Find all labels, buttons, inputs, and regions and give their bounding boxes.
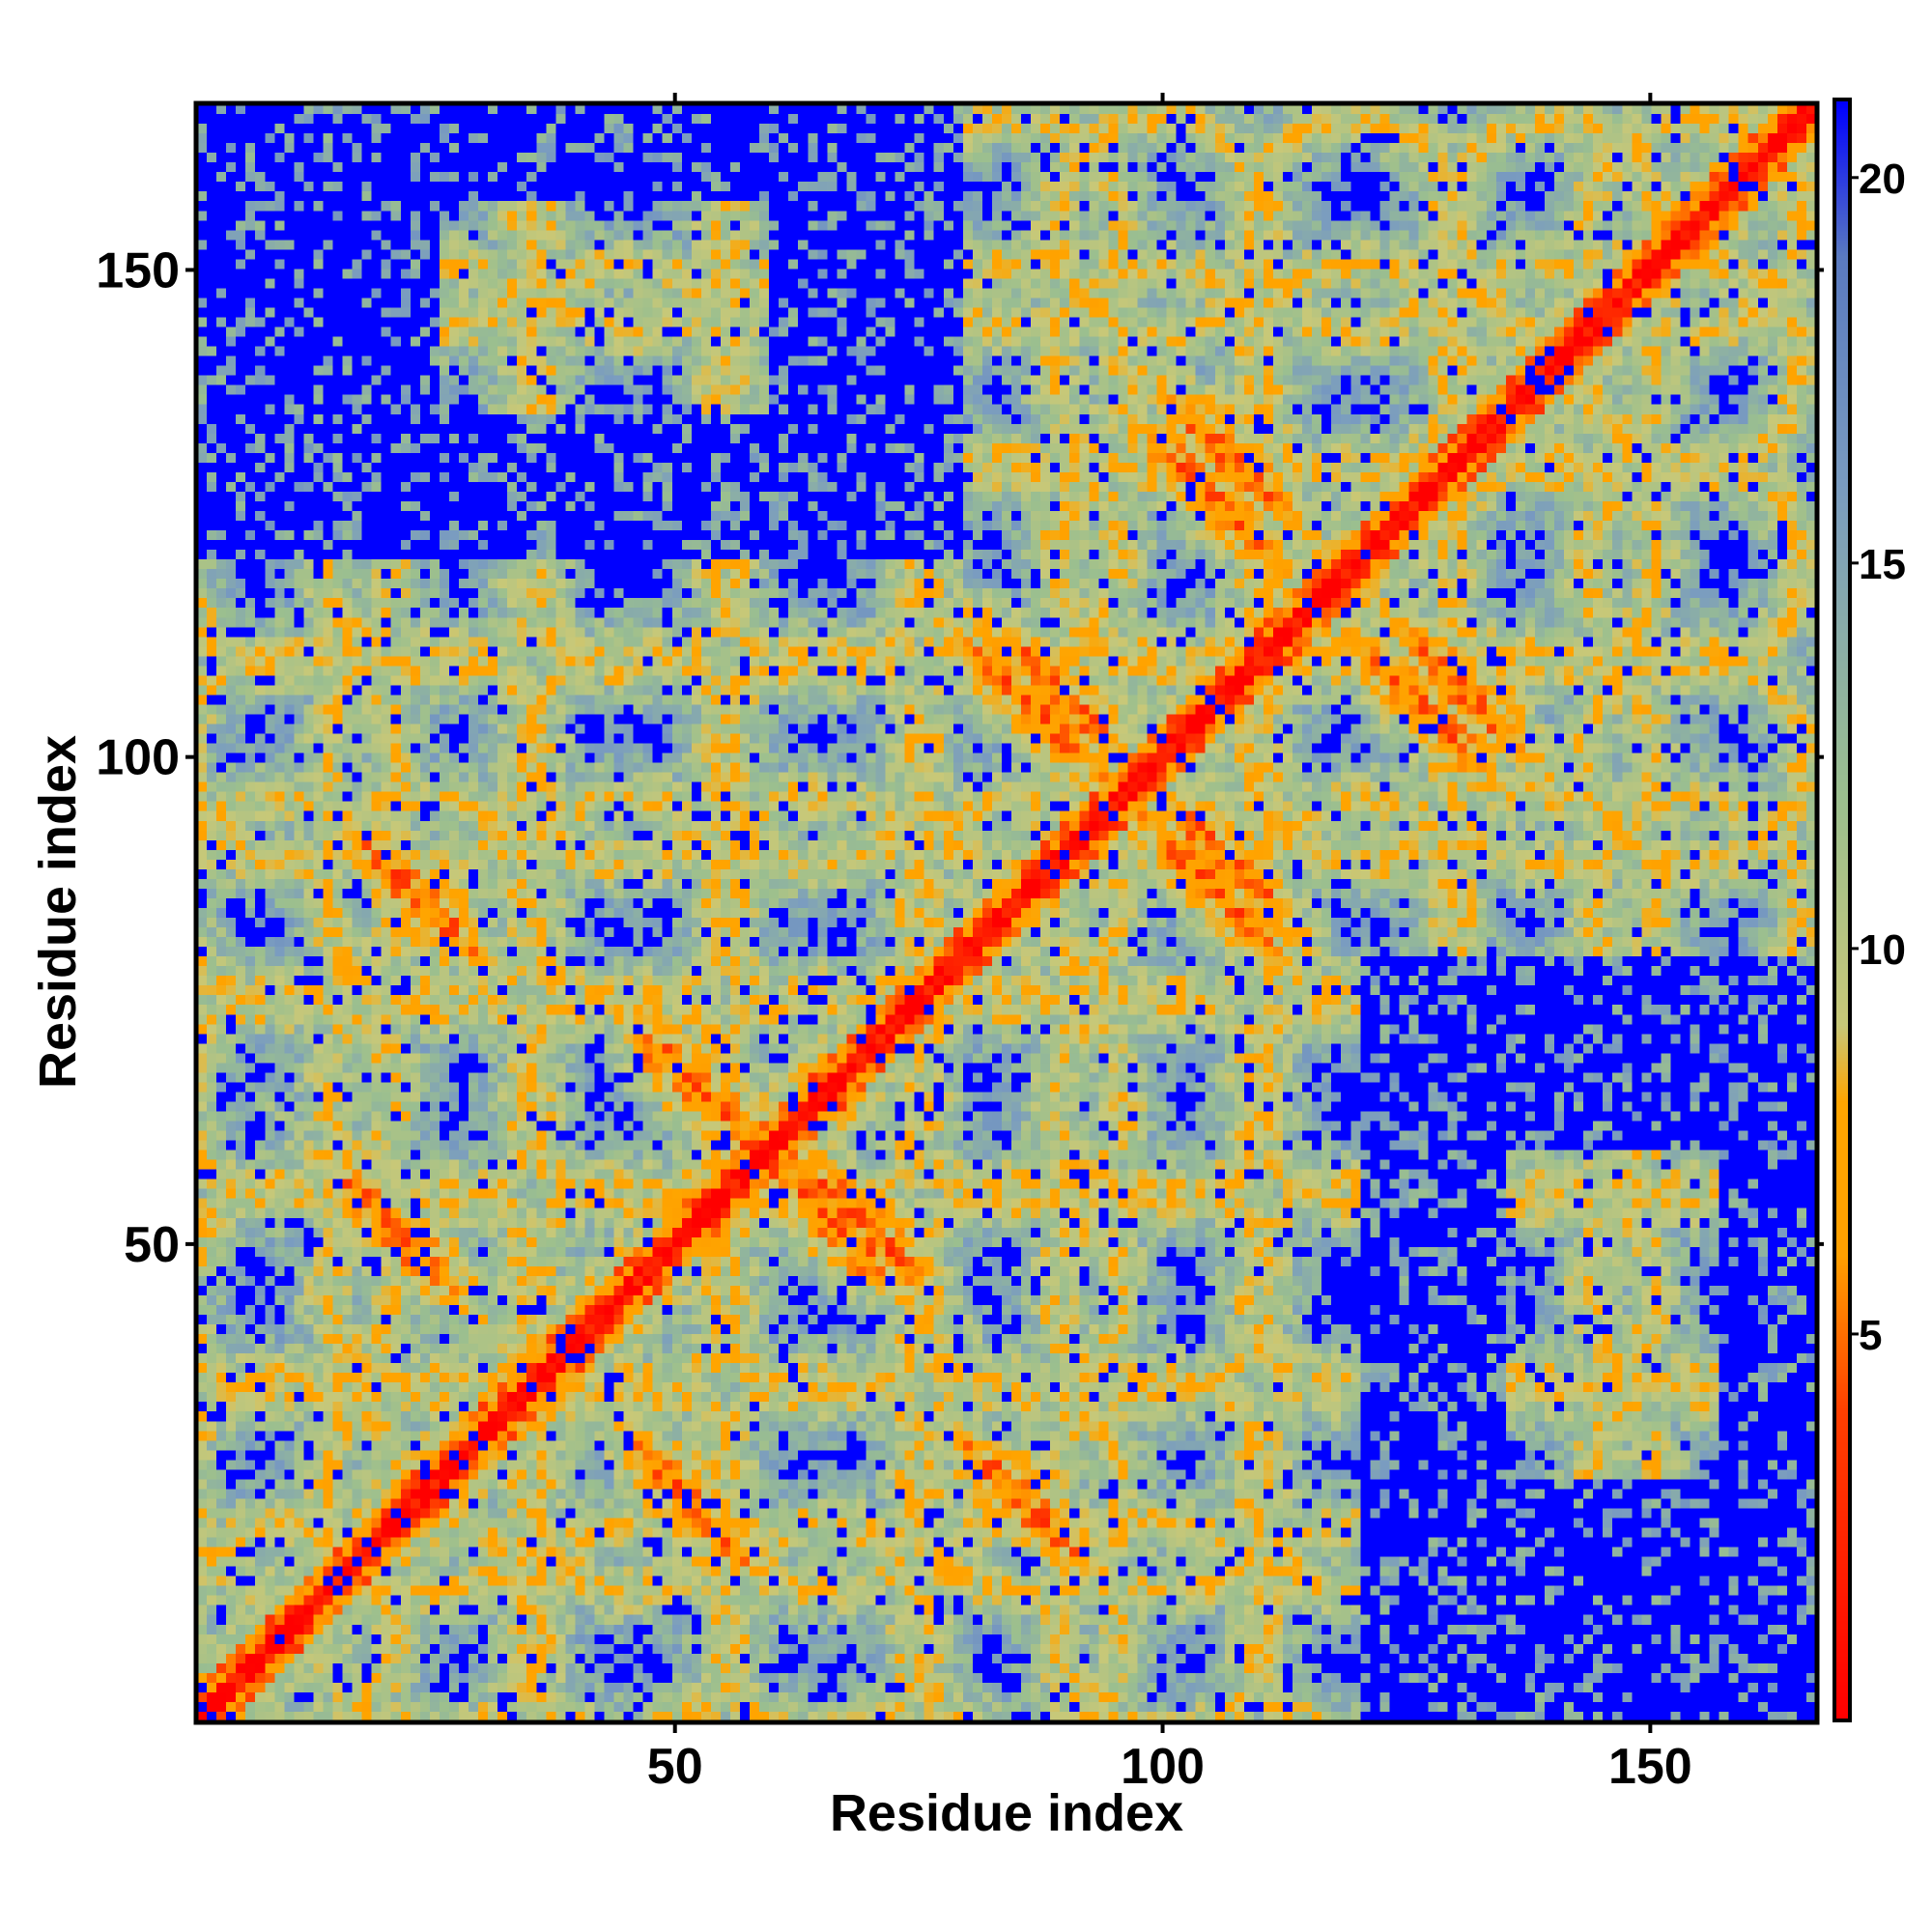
x-tick-label-150: 150 — [1608, 1739, 1692, 1795]
x-axis-ticks: 50 100 150 — [647, 93, 1692, 1795]
y-tick-label-150: 150 — [96, 242, 180, 298]
y-tick-label-50: 50 — [124, 1217, 180, 1273]
y-axis-label: Residue index — [29, 735, 87, 1089]
colorbar-frame — [1833, 98, 1852, 1722]
distance-heatmap — [197, 104, 1816, 1721]
plot-frame — [193, 100, 1820, 1725]
y-axis-ticks: 50 100 150 — [96, 242, 1824, 1273]
colorbar-tick-label-20: 20 — [1859, 156, 1906, 203]
colorbar-tick-label-15: 15 — [1859, 541, 1906, 588]
x-tick-label-50: 50 — [647, 1739, 703, 1795]
colorbar-gradient — [1835, 100, 1849, 1719]
colorbar-tick-label-10: 10 — [1859, 926, 1906, 974]
y-tick-label-100: 100 — [96, 730, 180, 786]
x-axis-label: Residue index — [830, 1784, 1183, 1842]
colorbar-ticks: 5 10 15 20 — [1850, 156, 1906, 1359]
x-tick-label-100: 100 — [1121, 1739, 1205, 1795]
colorbar-tick-label-5: 5 — [1859, 1312, 1882, 1359]
